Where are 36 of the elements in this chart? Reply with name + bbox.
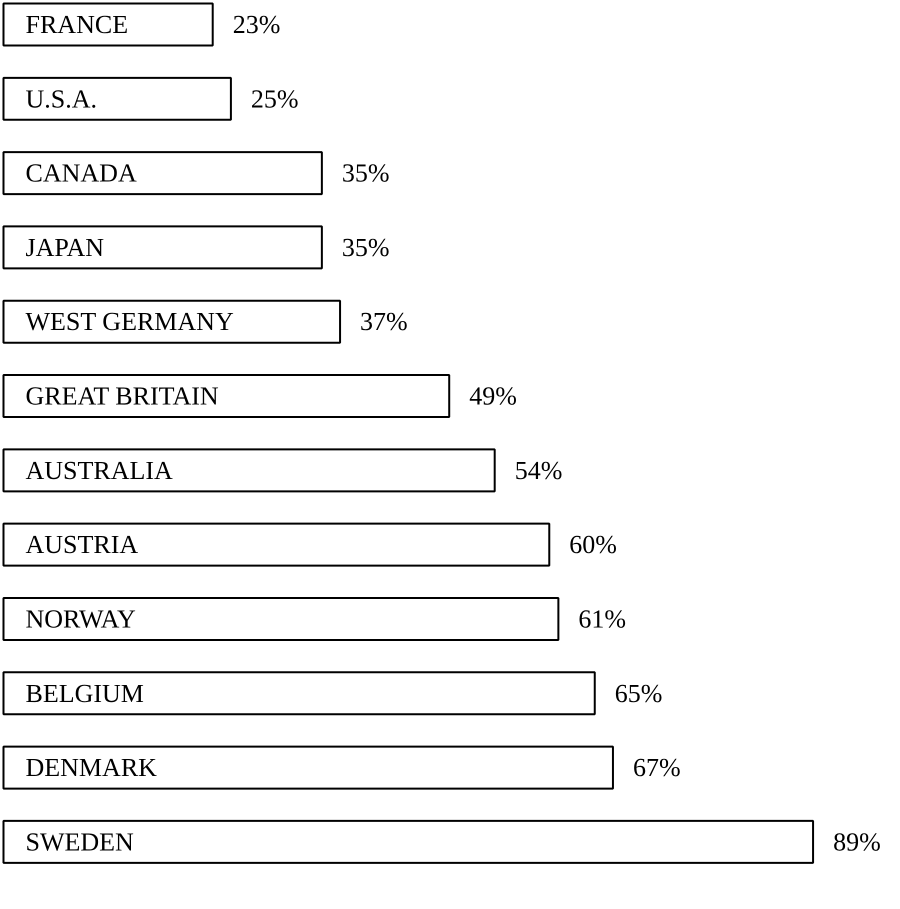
bar bbox=[2, 746, 614, 790]
y-tick-label: NORWAY bbox=[25, 604, 136, 634]
y-tick-label: GREAT BRITAIN bbox=[25, 382, 219, 411]
bar bbox=[2, 76, 232, 121]
y-tick-label: U.S.A. bbox=[25, 84, 98, 114]
bar bbox=[2, 300, 342, 344]
y-tick-label: AUSTRIA bbox=[25, 530, 138, 560]
bar bbox=[2, 671, 596, 716]
y-tick-label: WEST GERMANY bbox=[25, 307, 234, 336]
y-tick-label: CANADA bbox=[25, 158, 137, 188]
data-label: 25% bbox=[250, 84, 299, 114]
bar bbox=[2, 448, 496, 492]
y-tick-label: DENMARK bbox=[25, 753, 158, 782]
bar bbox=[2, 374, 450, 418]
data-label: 61% bbox=[578, 604, 626, 634]
y-tick-label: BELGIUM bbox=[25, 678, 144, 708]
data-label: 23% bbox=[232, 10, 280, 39]
y-tick-label: AUSTRALIA bbox=[25, 456, 174, 485]
y-tick-label: SWEDEN bbox=[25, 827, 134, 856]
data-label: 35% bbox=[342, 232, 390, 262]
bar bbox=[2, 820, 814, 864]
bar bbox=[2, 522, 550, 567]
y-tick-label: FRANCE bbox=[25, 10, 128, 39]
data-label: 49% bbox=[469, 382, 517, 411]
data-label: 67% bbox=[632, 753, 681, 782]
data-label: 65% bbox=[614, 678, 662, 708]
bar bbox=[2, 225, 323, 270]
data-label: 60% bbox=[569, 530, 617, 560]
data-label: 35% bbox=[342, 158, 390, 188]
bar bbox=[2, 2, 214, 46]
data-label: 37% bbox=[360, 307, 408, 336]
bar bbox=[2, 596, 560, 641]
bar bbox=[2, 151, 323, 196]
data-label: 89% bbox=[833, 827, 881, 856]
y-tick-label: JAPAN bbox=[25, 232, 104, 262]
data-label: 54% bbox=[514, 456, 562, 485]
